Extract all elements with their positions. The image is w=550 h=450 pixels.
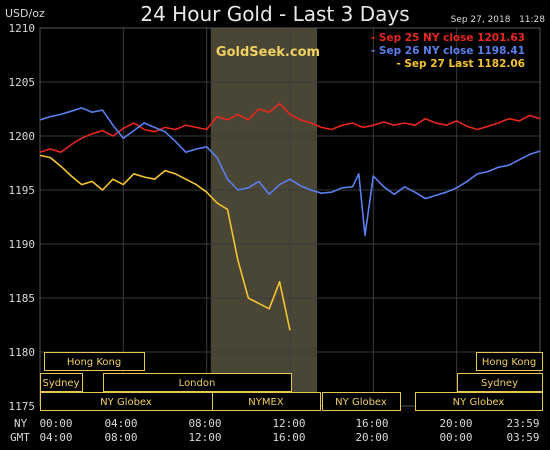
y-tick-label: 1210 xyxy=(9,22,36,35)
series-line-3 xyxy=(39,154,291,331)
y-tick-label: 1190 xyxy=(9,238,36,251)
session-box xyxy=(103,373,292,392)
session-box xyxy=(44,352,145,371)
y-tick-label: 1180 xyxy=(9,346,36,359)
session-box xyxy=(322,392,401,411)
session-label: London xyxy=(179,378,216,389)
session-label: NY Globex xyxy=(453,397,505,408)
x-tick-label-ny: 12:00 xyxy=(272,417,305,430)
x-tick-label-gmt: 12:00 xyxy=(188,431,221,444)
x-tick-label-gmt: 16:00 xyxy=(272,431,305,444)
series-lines xyxy=(39,102,541,331)
trading-sessions: Hong Kong Hong Kong Sydney London Sydney NY G… xyxy=(40,352,543,411)
x-tick-label-gmt: 00:00 xyxy=(439,431,472,444)
x-tick-label-ny: 08:00 xyxy=(188,417,221,430)
x-tick-label-ny: 04:00 xyxy=(104,417,137,430)
x-tick-label-gmt: 08:00 xyxy=(104,431,137,444)
session-box xyxy=(457,373,543,392)
legend-entry-3: - Sep 27 Last 1182.06 xyxy=(396,58,525,70)
y-tick-label: 1195 xyxy=(9,184,36,197)
chart-title: 24 Hour Gold - Last 3 Days xyxy=(140,2,409,26)
legend: - Sep 25 NY close 1201.63- Sep 26 NY clo… xyxy=(371,32,525,70)
x-axis: NY GMT 00:00 04:00 08:00 12:00 16:00 20:00 23:… xyxy=(10,417,540,444)
session-label: NY Globex xyxy=(100,397,152,408)
x-tick-label-ny: 20:00 xyxy=(439,417,472,430)
x-tick-label-ny: 23:59 xyxy=(506,417,539,430)
legend-entry-1: - Sep 25 NY close 1201.63 xyxy=(371,32,525,44)
x-tick-label-gmt: 03:59 xyxy=(506,431,539,444)
x-tick-label-gmt: 04:00 xyxy=(39,431,72,444)
session-box xyxy=(415,392,543,411)
session-label: Sydney xyxy=(481,378,518,389)
session-label: NYMEX xyxy=(248,397,284,408)
x-axis-row-label-gmt: GMT xyxy=(10,431,30,444)
session-label: Sydney xyxy=(42,378,79,389)
nymex-highlight-band xyxy=(210,28,318,406)
watermark-goldseek: GoldSeek.com xyxy=(216,45,320,60)
session-label: Hong Kong xyxy=(482,357,536,368)
session-box xyxy=(212,392,321,411)
session-box xyxy=(40,373,83,392)
y-tick-label: 1205 xyxy=(9,76,36,89)
y-tick-label: 1175 xyxy=(9,400,36,413)
series-line-1 xyxy=(39,102,541,153)
unit-label: USD/oz xyxy=(5,7,45,20)
session-label: NY Globex xyxy=(335,397,387,408)
y-tick-label: 1185 xyxy=(9,292,36,305)
y-axis-tick-labels: 1175 1180 1185 1190 1195 1200 1205 1210 xyxy=(9,22,36,413)
x-tick-label-gmt: 20:00 xyxy=(355,431,388,444)
timestamp: Sep 27, 2018 11:28 xyxy=(451,15,546,25)
legend-entry-2: - Sep 26 NY close 1198.41 xyxy=(371,45,525,57)
session-label: Hong Kong xyxy=(67,357,121,368)
x-tick-label-ny: 00:00 xyxy=(39,417,72,430)
x-axis-row-label-ny: NY xyxy=(14,417,28,430)
x-tick-label-ny: 16:00 xyxy=(355,417,388,430)
session-box xyxy=(476,352,543,371)
series-line-2 xyxy=(39,107,541,237)
y-tick-label: 1200 xyxy=(9,130,36,143)
